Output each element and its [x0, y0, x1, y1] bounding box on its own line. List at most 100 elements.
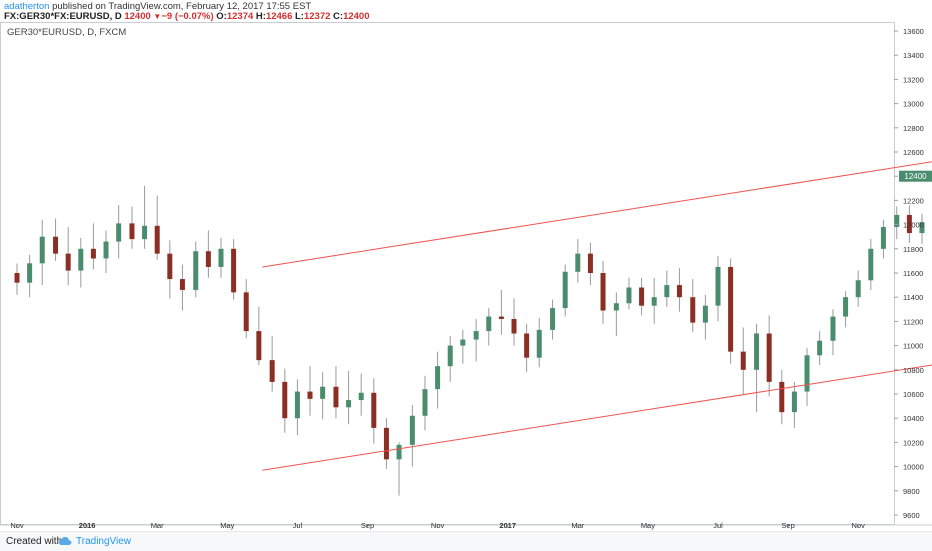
candle-body	[346, 400, 351, 407]
price-tick-label: 11000	[903, 342, 923, 351]
candle-body	[91, 249, 96, 259]
price-tick-label: 10000	[903, 463, 924, 472]
candle-body	[410, 416, 415, 445]
price-tick-label: 11600	[903, 269, 923, 278]
close-value: 12400	[343, 11, 369, 22]
price-tick-label: 13200	[903, 75, 924, 84]
change-value: −9 (−0.07%)	[161, 11, 213, 22]
candle-body	[180, 279, 185, 290]
last-price-badge: 12400	[899, 171, 932, 182]
candle-body	[716, 267, 721, 306]
candle-body	[856, 280, 861, 297]
candle-body	[448, 346, 453, 367]
time-tick-label: Sep	[781, 521, 794, 530]
candle-body	[703, 306, 708, 323]
tradingview-cloud-icon	[58, 536, 72, 546]
publication-header: adatherton published on TradingView.com,…	[0, 0, 932, 22]
chart-legend: GER30*EURUSD, D, FXCM	[7, 27, 126, 38]
candle-body	[129, 223, 134, 239]
candle-body	[15, 273, 20, 283]
price-tick-label: 10400	[903, 414, 924, 423]
candle-body	[422, 389, 427, 416]
time-tick-label: Jul	[713, 521, 723, 530]
candle-body	[664, 285, 669, 297]
candle-body	[282, 382, 287, 418]
candle-body	[677, 285, 682, 297]
symbol-ohlc-line: FX:GER30*FX:EURUSD, D 12400 ▼−9 (−0.07%)…	[4, 11, 369, 22]
price-axis: 9600980010000102001040010600108001100011…	[894, 27, 924, 520]
price-tick-label: 12000	[903, 221, 924, 230]
candle-body	[690, 297, 695, 322]
price-tick-label: 12800	[903, 124, 924, 133]
low-value: 12372	[304, 11, 330, 22]
time-tick-label: 2016	[79, 521, 96, 530]
candle-body	[218, 249, 223, 267]
candle-body	[371, 393, 376, 428]
price-tick-label: 9600	[903, 511, 920, 520]
candle-body	[754, 334, 759, 370]
candle-body	[206, 251, 211, 267]
price-tick-label: 10600	[903, 390, 924, 399]
candle-body	[244, 292, 249, 331]
candle-body	[231, 249, 236, 293]
candle-body	[563, 272, 568, 308]
candle-body	[460, 340, 465, 346]
candle-body	[575, 254, 580, 272]
time-tick-label: 2017	[499, 521, 516, 530]
candle-body	[537, 330, 542, 358]
price-tick-label: 9800	[903, 487, 920, 496]
price-tick-label: 11200	[903, 317, 923, 326]
candle-body	[474, 331, 479, 339]
time-tick-label: Nov	[431, 521, 445, 530]
price-tick-label: 13400	[903, 51, 924, 60]
price-tick-label: 11800	[903, 245, 923, 254]
candle-body	[652, 297, 657, 305]
footer-bar: Created with TradingView	[0, 531, 932, 551]
candle-body	[524, 334, 529, 358]
candle-body	[588, 254, 593, 273]
candle-body	[601, 273, 606, 311]
symbol-label: FX:GER30*FX:EURUSD, D	[4, 11, 122, 22]
candle-body	[359, 393, 364, 400]
candle-body	[805, 355, 810, 391]
time-tick-label: Mar	[571, 521, 584, 530]
price-value: 12400	[124, 11, 150, 22]
candle-body	[435, 366, 440, 389]
candle-body	[626, 288, 631, 304]
price-tick-label: 13000	[903, 100, 924, 109]
time-tick-label: Jul	[293, 521, 303, 530]
candle-body	[66, 254, 71, 271]
time-tick-label: May	[220, 521, 234, 530]
last-price-label: 12400	[904, 172, 927, 181]
candle-body	[78, 249, 83, 271]
candle-body	[27, 263, 32, 282]
candle-body	[155, 226, 160, 254]
low-label: L:	[295, 11, 304, 22]
candle-body	[843, 297, 848, 316]
candle-body	[894, 215, 899, 227]
candle-body	[741, 352, 746, 370]
candle-body	[104, 242, 109, 259]
candle-body	[639, 288, 644, 306]
price-tick-label: 11400	[903, 293, 923, 302]
candle-body	[116, 223, 121, 241]
tradingview-link[interactable]: TradingView	[76, 536, 131, 547]
candle-body	[270, 360, 275, 382]
high-value: 12466	[266, 11, 292, 22]
time-tick-label: Nov	[852, 521, 866, 530]
candle-body	[333, 387, 338, 408]
price-chart[interactable]: GER30*EURUSD, D, FXCM 960098001000010200…	[0, 22, 932, 531]
candle-body	[550, 308, 555, 330]
candle-body	[767, 334, 772, 382]
candle-body	[779, 382, 784, 412]
candle-body	[384, 428, 389, 459]
candle-body	[830, 317, 835, 341]
candle-body	[53, 237, 58, 254]
candle-body	[320, 387, 325, 399]
time-tick-label: Nov	[10, 521, 24, 530]
time-tick-label: Sep	[361, 521, 374, 530]
candle-body	[486, 317, 491, 332]
created-with-label: Created with	[6, 536, 62, 547]
plot-area	[1, 23, 895, 525]
candle-body	[193, 251, 198, 290]
